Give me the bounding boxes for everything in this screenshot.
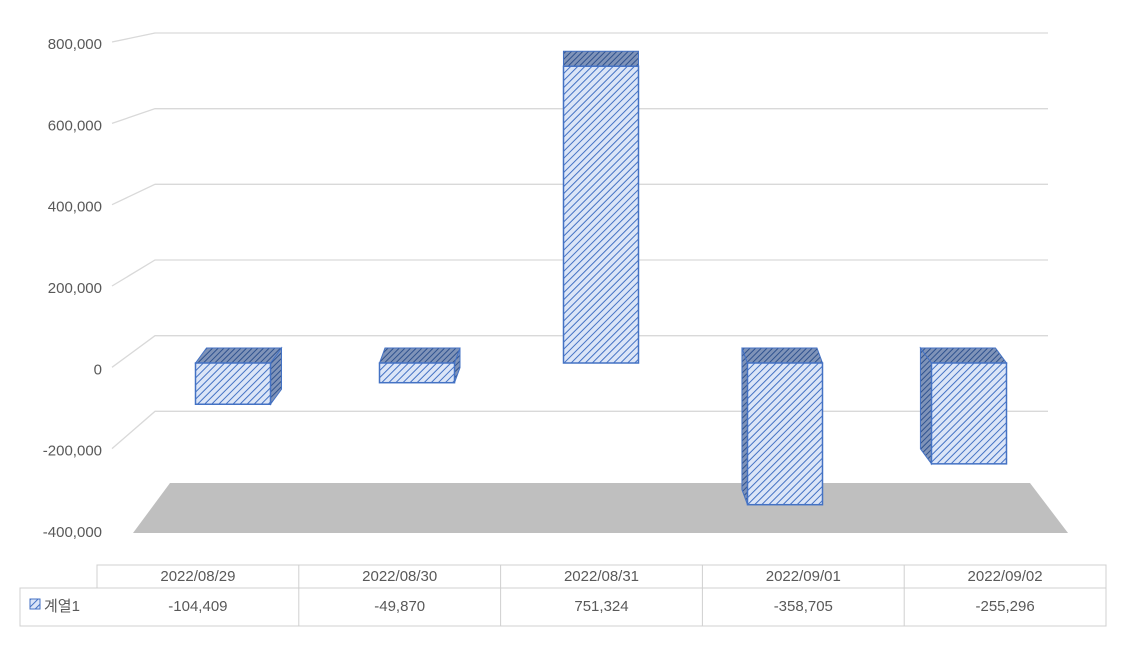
- bar: [378, 362, 456, 384]
- bars: [194, 50, 1008, 506]
- bar-side: [741, 347, 748, 505]
- y-tick-label: 200,000: [48, 280, 102, 297]
- bar: [746, 362, 824, 506]
- y-tick-label: 600,000: [48, 117, 102, 134]
- value-label: -358,705: [774, 598, 833, 615]
- value-label: -104,409: [168, 598, 227, 615]
- bar: [194, 362, 272, 405]
- grid-line: [111, 410, 1048, 450]
- data-table: 계열1 2022/08/29 -104,409 2022/08/30 -49,870 2…: [19, 564, 1107, 627]
- x-tick-label: 2022/08/30: [362, 568, 437, 585]
- bar-top: [741, 347, 824, 364]
- grid-line: [111, 335, 1048, 368]
- grid: -400,000 -200,000 0 200,000 400,000 600,000 80…: [43, 32, 1048, 541]
- bar-top: [562, 50, 640, 67]
- grid-line: [111, 259, 1048, 287]
- y-tick-label: 0: [94, 361, 102, 378]
- grid-line: [111, 32, 1048, 43]
- bar-side: [919, 346, 932, 466]
- y-tick-label: -200,000: [43, 443, 102, 460]
- table-row: [19, 587, 1107, 627]
- value-label: 751,324: [574, 598, 628, 615]
- legend-swatch: [29, 598, 41, 610]
- y-tick-label: -400,000: [43, 524, 102, 541]
- legend-label: 계열1: [44, 598, 80, 615]
- x-tick-label: 2022/08/31: [564, 568, 639, 585]
- floor: [133, 483, 1068, 533]
- grid-line: [111, 108, 1048, 124]
- x-tick-label: 2022/09/02: [968, 568, 1043, 585]
- bar-top: [194, 347, 283, 364]
- bar: [562, 65, 640, 364]
- y-tick-label: 800,000: [48, 36, 102, 53]
- y-tick-label: 400,000: [48, 199, 102, 216]
- bar-top: [919, 347, 1008, 364]
- value-label: -49,870: [374, 598, 425, 615]
- grid-line: [111, 183, 1048, 206]
- bar: [930, 362, 1008, 465]
- x-tick-label: 2022/08/29: [160, 568, 235, 585]
- value-label: -255,296: [975, 598, 1034, 615]
- bar-top: [378, 347, 461, 364]
- x-tick-label: 2022/09/01: [766, 568, 841, 585]
